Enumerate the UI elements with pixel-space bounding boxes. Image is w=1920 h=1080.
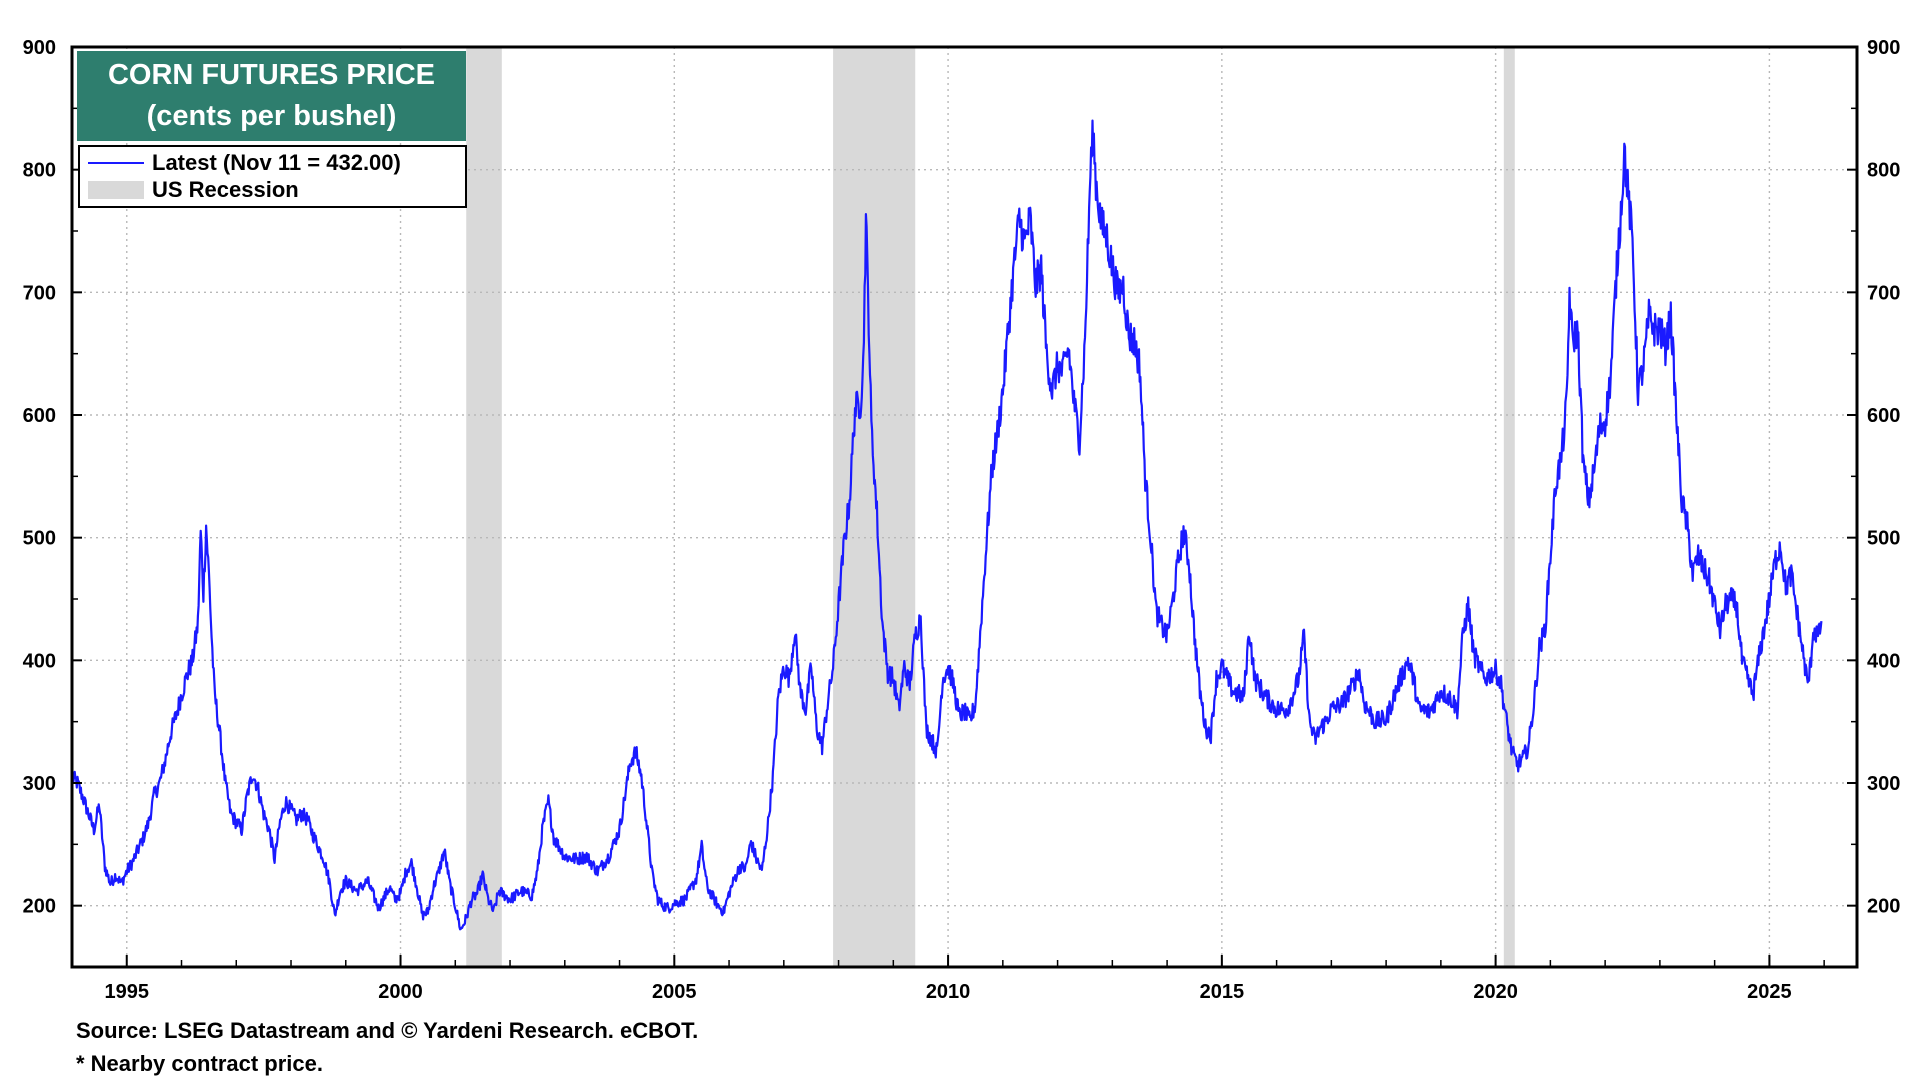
- y-tick-label-left-900: 900: [23, 37, 56, 59]
- plot-frame: [70, 45, 1859, 969]
- y-tick-label-left-800: 800: [23, 160, 56, 182]
- y-tick-label-left-300: 300: [23, 773, 56, 795]
- chart-title-box: CORN FUTURES PRICE (cents per bushel): [77, 51, 466, 141]
- recession-band-2: [1503, 47, 1515, 967]
- x-tick-label-2025: 2025: [1747, 981, 1792, 1003]
- y-tick-label-right-400: 400: [1867, 650, 1900, 672]
- recession-bands: [466, 47, 1515, 967]
- series-line-corn-price: [70, 119, 1823, 931]
- y-tick-label-right-500: 500: [1867, 528, 1900, 550]
- legend: Latest (Nov 11 = 432.00) US Recession: [78, 145, 467, 208]
- y-tick-label-right-800: 800: [1867, 160, 1900, 182]
- footnote: * Nearby contract price.: [76, 1051, 323, 1076]
- x-tick-label-2015: 2015: [1200, 981, 1245, 1003]
- chart-subtitle: (cents per bushel): [146, 100, 397, 132]
- y-tick-label-right-200: 200: [1867, 896, 1900, 918]
- x-tick-label-2020: 2020: [1473, 981, 1518, 1003]
- y-tick-label-left-500: 500: [23, 528, 56, 550]
- legend-shade-swatch: [88, 181, 144, 199]
- y-tick-label-right-900: 900: [1867, 37, 1900, 59]
- x-tick-label-1995: 1995: [105, 981, 150, 1003]
- y-tick-label-left-400: 400: [23, 650, 56, 672]
- x-tick-label-2010: 2010: [926, 981, 971, 1003]
- legend-label-recession: US Recession: [152, 177, 299, 202]
- chart-title: CORN FUTURES PRICE: [107, 59, 436, 91]
- x-tick-label-2000: 2000: [378, 981, 423, 1003]
- legend-line-swatch: [88, 162, 144, 164]
- y-tick-label-left-700: 700: [23, 282, 56, 304]
- y-tick-label-left-200: 200: [23, 896, 56, 918]
- x-tick-label-2005: 2005: [652, 981, 697, 1003]
- y-tick-label-left-600: 600: [23, 405, 56, 427]
- legend-entry-latest: Latest (Nov 11 = 432.00): [80, 150, 465, 176]
- y-tick-label-right-700: 700: [1867, 282, 1900, 304]
- legend-entry-recession: US Recession: [80, 177, 465, 203]
- y-tick-label-right-300: 300: [1867, 773, 1900, 795]
- legend-label-latest: Latest (Nov 11 = 432.00): [152, 150, 401, 175]
- axes: 200 200 300 300 400 400 500 500 600 600 700 700 800 8…: [23, 37, 1901, 1003]
- recession-band-1: [833, 47, 916, 967]
- y-tick-label-right-600: 600: [1867, 405, 1900, 427]
- source-note: Source: LSEG Datastream and © Yardeni Re…: [76, 1018, 699, 1043]
- series-layer: [70, 119, 1823, 931]
- recession-band-0: [466, 47, 502, 967]
